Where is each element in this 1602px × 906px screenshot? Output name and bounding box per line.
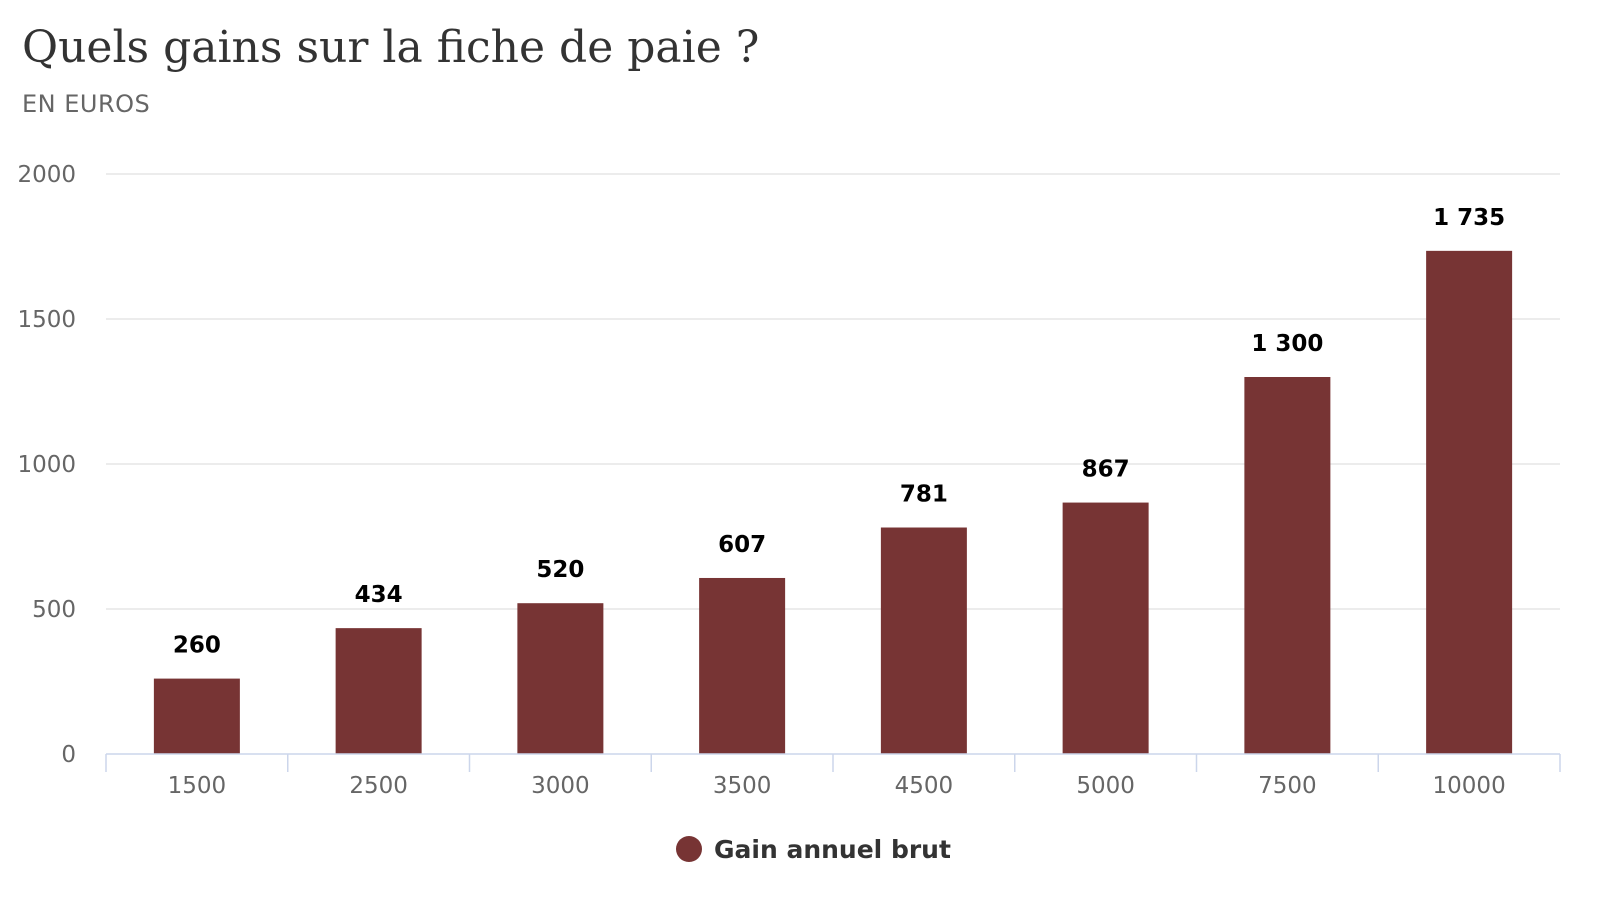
legend[interactable]: Gain annuel brut [676,835,951,864]
y-tick-label: 2000 [17,162,76,188]
x-tick-label-10000: 10000 [1433,773,1506,799]
x-tick-label-4500: 4500 [895,773,954,799]
chart-title: Quels gains sur la fiche de paie ? [22,22,760,73]
x-tick-label-1500: 1500 [168,773,227,799]
bar-2500[interactable] [335,628,422,754]
y-tick-label: 0 [61,742,76,768]
data-label-5000: 867 [1082,457,1130,483]
data-label-2500: 434 [355,582,403,608]
y-axis: 0 500 1000 1500 2000 [17,162,76,768]
x-tick-label-3000: 3000 [531,773,590,799]
x-axis: 1500 2500 3000 3500 4500 5000 7500 10000 [105,753,1561,799]
bar-5000[interactable] [1062,502,1149,754]
data-label-3500: 607 [718,532,766,558]
bar-3000[interactable] [517,603,604,754]
legend-marker[interactable] [676,836,702,862]
legend-label[interactable]: Gain annuel brut [714,835,951,864]
data-label-10000: 1 735 [1433,205,1505,231]
bar-1500[interactable] [153,678,240,754]
bars [153,250,1513,754]
y-tick-label: 1000 [17,452,76,478]
data-label-4500: 781 [900,482,948,508]
data-label-3000: 520 [536,557,584,583]
bar-3500[interactable] [699,577,786,754]
x-tick-label-5000: 5000 [1076,773,1135,799]
y-tick-label: 500 [32,597,76,623]
chart-subtitle: EN EUROS [22,90,151,118]
bar-7500[interactable] [1244,377,1331,754]
data-labels: 260 434 520 607 781 867 1 300 1 735 [173,205,1505,659]
bar-10000[interactable] [1426,250,1513,754]
data-label-1500: 260 [173,633,221,659]
bar-4500[interactable] [880,527,967,754]
x-tick-label-2500: 2500 [349,773,408,799]
x-tick-label-7500: 7500 [1258,773,1317,799]
gridlines [106,173,1560,610]
y-tick-label: 1500 [17,307,76,333]
data-label-7500: 1 300 [1251,331,1323,357]
x-tick-label-3500: 3500 [713,773,772,799]
